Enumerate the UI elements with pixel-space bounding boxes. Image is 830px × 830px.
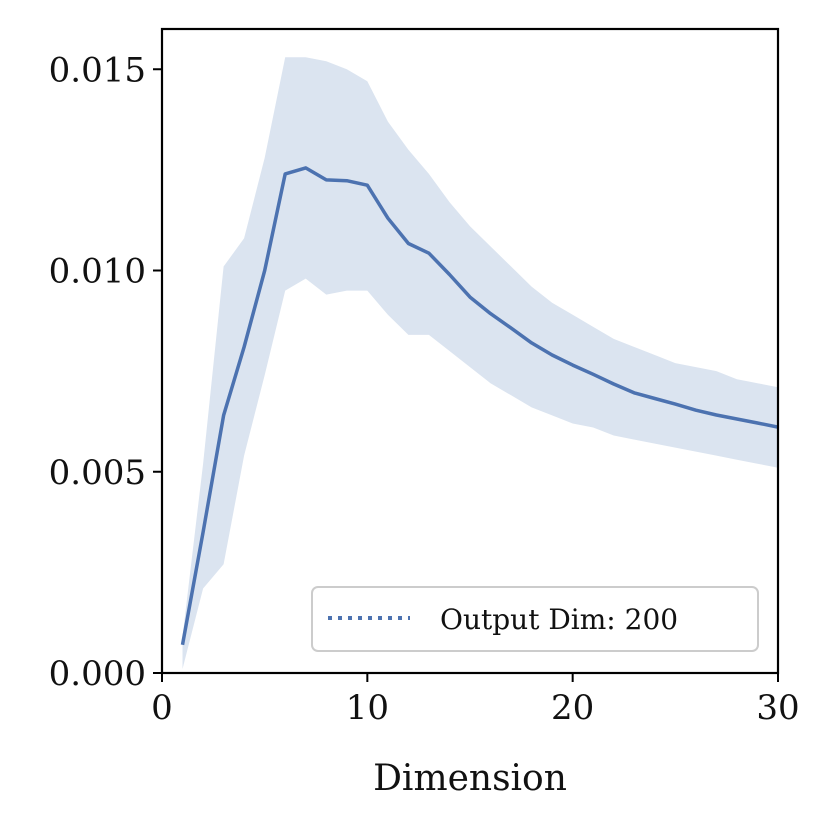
x-tick-label: 30 (756, 688, 799, 728)
y-tick-label: 0.000 (49, 654, 146, 694)
y-tick-label: 0.015 (49, 50, 146, 90)
x-tick-label: 10 (346, 688, 389, 728)
confidence-band (182, 57, 778, 669)
legend-box (311, 586, 759, 652)
y-tick-label: 0.005 (49, 453, 146, 493)
y-tick-label: 0.010 (49, 252, 146, 292)
plot-area (180, 57, 779, 669)
x-tick-label: 0 (151, 688, 173, 728)
legend: Output Dim: 200 (311, 586, 759, 652)
y-axis-ticks: 0.000 0.005 0.010 0.015 (49, 50, 162, 694)
legend-label: Output Dim: 200 (440, 603, 678, 636)
axes-frame (160, 27, 780, 675)
x-axis-label: Dimension (373, 758, 567, 799)
x-axis-ticks: 0 10 20 30 (151, 673, 800, 728)
x-tick-label: 20 (551, 688, 594, 728)
series-line (180, 166, 779, 646)
